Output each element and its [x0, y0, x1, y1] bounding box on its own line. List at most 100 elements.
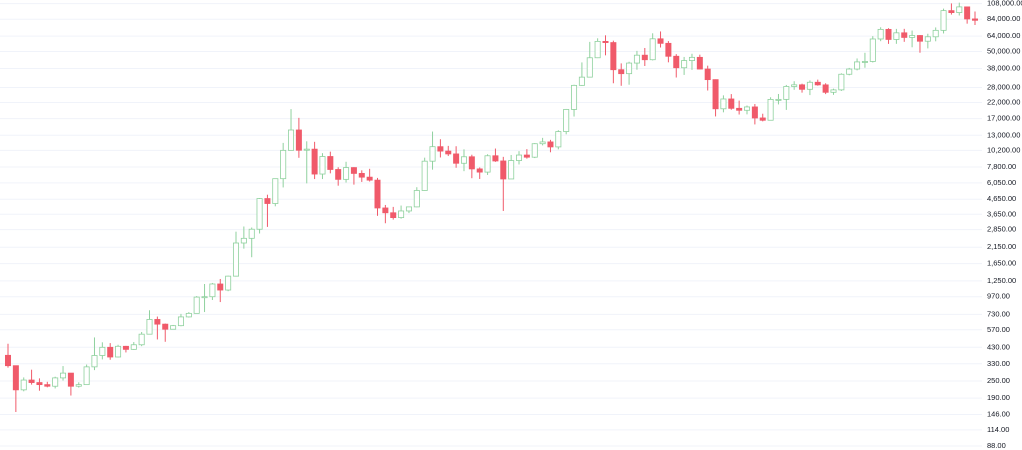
- candle-body: [60, 372, 67, 379]
- candle-body: [52, 377, 59, 387]
- candle-body: [421, 160, 428, 191]
- candle-body: [492, 155, 499, 162]
- candle-body: [366, 176, 373, 181]
- y-tick-label: 64,000.00: [987, 31, 1020, 40]
- candle-body: [665, 42, 672, 57]
- candle-body: [209, 283, 216, 298]
- candle-body: [523, 154, 530, 158]
- candle-body: [830, 89, 837, 93]
- candle-body: [775, 98, 782, 101]
- candle-body: [767, 99, 774, 121]
- y-tick-label: 730.00: [987, 309, 1010, 318]
- candle-body: [460, 156, 467, 164]
- candle-body: [799, 84, 806, 90]
- candle-body: [445, 150, 452, 155]
- candle-body: [264, 198, 271, 204]
- candle-body: [476, 168, 483, 173]
- candle-body: [91, 355, 98, 368]
- candle-body: [177, 316, 184, 327]
- candle-body: [759, 117, 766, 121]
- candle-body: [350, 167, 357, 174]
- candle-body: [28, 379, 35, 383]
- candle-body: [846, 68, 853, 75]
- candle-body: [248, 228, 255, 239]
- candle-body: [374, 179, 381, 209]
- y-tick-label: 1,650.00: [987, 259, 1016, 268]
- candle-body: [610, 42, 617, 71]
- candle-body: [138, 333, 145, 346]
- candle-body: [736, 107, 743, 111]
- candle-body: [484, 155, 491, 173]
- y-tick-label: 17,000.00: [987, 114, 1020, 123]
- candle-body: [398, 210, 405, 219]
- y-tick-label: 970.00: [987, 292, 1010, 301]
- candle-body: [602, 40, 609, 43]
- candle-body: [783, 86, 790, 100]
- candle-body: [256, 198, 263, 230]
- candle-body: [83, 366, 90, 386]
- candle-body: [44, 384, 51, 387]
- candle-body: [5, 354, 11, 367]
- y-tick-label: 1,250.00: [987, 276, 1016, 285]
- y-tick-label: 2,150.00: [987, 242, 1016, 251]
- candle-body: [869, 38, 876, 62]
- y-tick-label: 3,650.00: [987, 209, 1016, 218]
- y-tick-label: 2,850.00: [987, 225, 1016, 234]
- candle-body: [854, 61, 861, 70]
- candle-body: [193, 296, 200, 314]
- candle-body: [838, 73, 845, 91]
- candle-body: [877, 28, 884, 40]
- candle-body: [327, 156, 334, 170]
- candle-body: [303, 148, 310, 151]
- candle-body: [382, 207, 389, 214]
- candle-body: [948, 10, 955, 13]
- y-tick-label: 114.00: [987, 425, 1009, 434]
- candle-body: [343, 167, 350, 180]
- candle-body: [791, 84, 798, 87]
- candle-body: [185, 312, 192, 318]
- candle-body: [130, 344, 137, 350]
- candle-body: [956, 6, 963, 13]
- y-tick-label: 28,000.00: [987, 83, 1020, 92]
- y-tick-label: 22,000.00: [987, 98, 1020, 107]
- candle-body: [232, 242, 239, 277]
- candle-body: [578, 76, 585, 86]
- candle-body: [586, 57, 593, 78]
- candle-body: [516, 154, 523, 161]
- y-tick-label: 88.00: [987, 441, 1006, 450]
- candle-body: [649, 38, 656, 61]
- candle-body: [288, 129, 295, 151]
- candle-body: [295, 129, 302, 151]
- candle-body: [806, 81, 813, 90]
- candle-body: [728, 98, 735, 109]
- candle-body: [240, 237, 247, 244]
- candle-body: [319, 156, 326, 175]
- y-tick-label: 84,000.00: [987, 14, 1020, 23]
- candle-body: [822, 84, 829, 93]
- candle-body: [99, 346, 106, 356]
- candle-body: [633, 54, 640, 64]
- y-tick-label: 10,200.00: [987, 145, 1020, 154]
- candle-body: [744, 106, 751, 111]
- candle-body: [225, 275, 232, 291]
- candle-body: [901, 32, 908, 38]
- candle-body: [712, 79, 719, 110]
- candle-body: [594, 40, 601, 59]
- candle-body: [909, 35, 916, 38]
- y-tick-label: 570.00: [987, 325, 1010, 334]
- candle-body: [547, 141, 554, 148]
- candle-body: [217, 283, 224, 291]
- candle-body: [429, 146, 436, 162]
- candle-body: [704, 68, 711, 81]
- candle-body: [563, 109, 570, 132]
- candle-body: [20, 379, 27, 391]
- candle-body: [154, 319, 161, 325]
- candle-body: [146, 319, 153, 335]
- candle-body: [170, 325, 177, 330]
- candle-body: [924, 36, 931, 42]
- candle-body: [272, 178, 279, 204]
- candle-body: [280, 149, 287, 180]
- candle-body: [405, 206, 412, 212]
- candle-body: [720, 98, 727, 110]
